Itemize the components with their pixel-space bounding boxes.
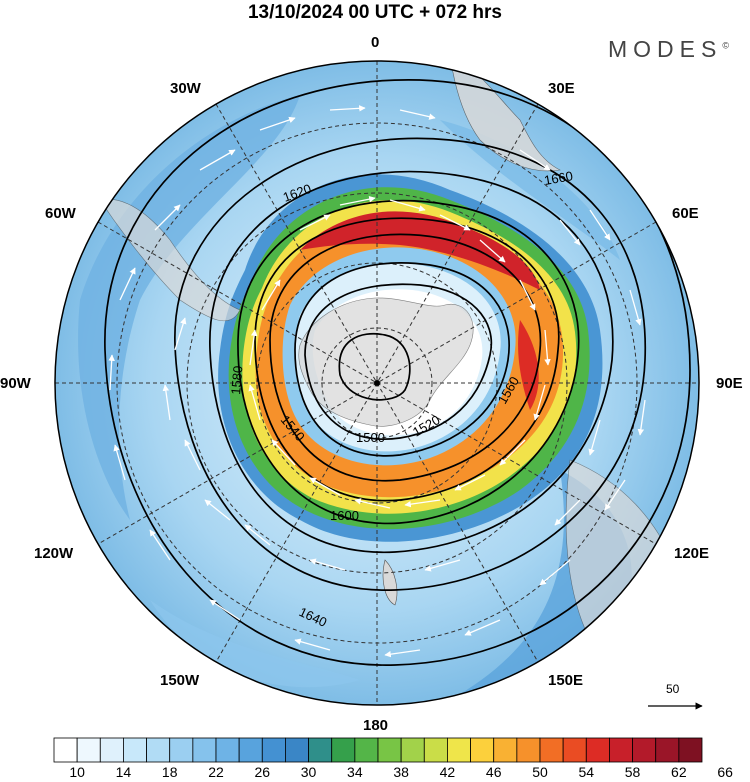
colorbar-label: 38	[393, 764, 409, 780]
contour-label-1500: 1500	[356, 430, 385, 445]
copyright-mark: ©	[722, 40, 729, 51]
brand-logo: MODES©	[608, 36, 729, 63]
lon-label-60w: 60W	[45, 205, 76, 222]
lon-label-30w: 30W	[170, 80, 201, 97]
lon-label-90w: 90W	[0, 375, 31, 392]
lon-label-0: 0	[371, 34, 380, 51]
colorbar-label: 42	[439, 764, 456, 780]
brand-text: MODES	[608, 36, 723, 62]
colorbar-label: 34	[347, 764, 363, 780]
lon-label-120w: 120W	[34, 545, 74, 562]
lon-label-120e: 120E	[674, 545, 710, 562]
jet-core-red	[300, 211, 540, 290]
lon-label-30e: 30E	[548, 80, 575, 97]
colorbar-label: 30	[300, 764, 317, 780]
colorbar-label: 22	[208, 764, 224, 780]
lon-label-150w: 150W	[160, 672, 200, 689]
colorbar-label: 62	[671, 764, 687, 780]
colorbar-label: 14	[115, 764, 132, 780]
contour-label-1580: 1580	[228, 365, 245, 395]
lon-label-150e: 150E	[548, 672, 584, 689]
colorbar-label: 50	[532, 764, 548, 780]
lon-label-90e: 90E	[716, 375, 743, 392]
colorbar-label: 18	[161, 764, 178, 780]
colorbar-label: 26	[254, 764, 271, 780]
colorbar-label: 58	[624, 764, 641, 780]
height-contours	[104, 79, 691, 666]
land-south-america	[99, 198, 241, 322]
south-pole-marker	[374, 380, 380, 386]
colorbar-label: 10	[69, 764, 85, 780]
colorbar-label: 54	[578, 764, 595, 780]
land-africa	[449, 61, 561, 172]
lon-label-60e: 60E	[672, 205, 699, 222]
chart-title: 13/10/2024 00 UTC + 072 hrs	[247, 2, 503, 23]
contour-label-1660: 1660	[543, 168, 574, 188]
colorbar-label: 46	[485, 764, 502, 780]
reference-vector-label: 50	[666, 682, 680, 696]
land-new-zealand	[382, 559, 398, 606]
contour-label-1600: 1600	[330, 508, 359, 523]
colorbar-label: 66	[717, 764, 733, 780]
lon-label-180: 180	[363, 717, 389, 734]
map-boundary	[54, 60, 700, 706]
wind-vectors	[108, 105, 646, 658]
